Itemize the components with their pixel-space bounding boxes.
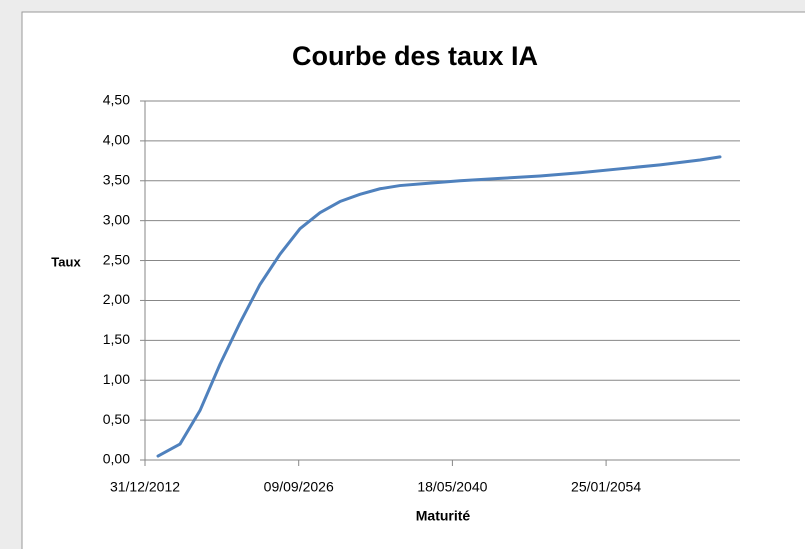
y-tick-label: 0,50: [103, 411, 130, 427]
y-tick-label: 4,50: [103, 92, 130, 108]
y-tick-label: 2,00: [103, 291, 130, 307]
y-tick-label: 4,00: [103, 132, 130, 148]
y-tick-label: 3,50: [103, 171, 130, 187]
x-tick-label: 31/12/2012: [110, 479, 180, 495]
y-tick-label: 1,00: [103, 371, 130, 387]
chart-title: Courbe des taux IA: [292, 41, 538, 71]
y-tick-label: 1,50: [103, 331, 130, 347]
x-axis-title: Maturité: [416, 508, 471, 524]
y-tick-label: 3,00: [103, 211, 130, 227]
x-tick-label: 09/09/2026: [264, 479, 334, 495]
data-line: [156, 155, 722, 458]
y-tick-label: 2,50: [103, 251, 130, 267]
x-tick-label: 18/05/2040: [417, 479, 487, 495]
x-tick-label: 25/01/2054: [571, 479, 641, 495]
y-tick-label: 0,00: [103, 451, 130, 467]
y-axis-title: Taux: [51, 254, 81, 269]
chart-area: [21, 11, 805, 549]
